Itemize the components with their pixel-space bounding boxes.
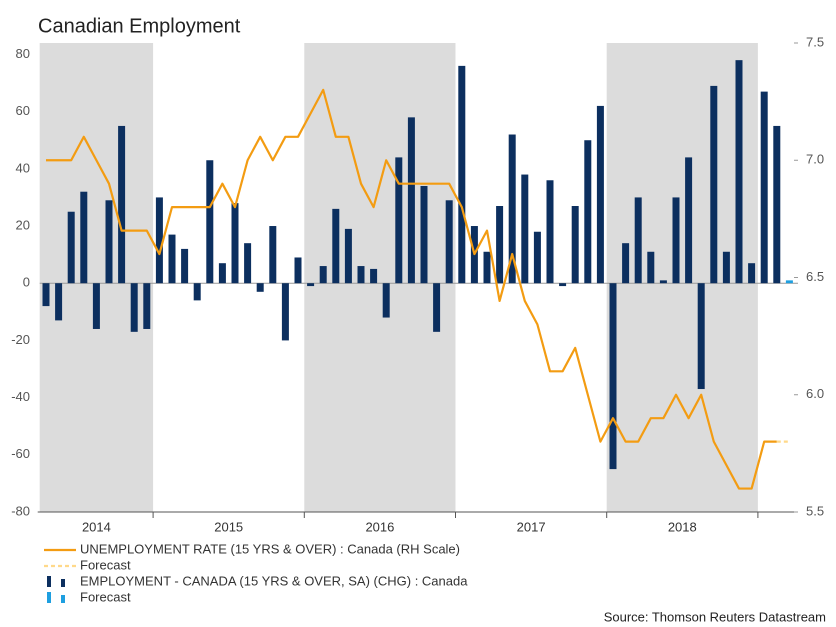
bar <box>130 283 138 332</box>
bar <box>80 191 88 284</box>
bar <box>697 283 705 390</box>
bar <box>647 251 655 284</box>
bar <box>344 228 352 284</box>
y2-tick-label: 6.0 <box>806 386 824 401</box>
legend-label: UNEMPLOYMENT RATE (15 YRS & OVER) : Cana… <box>80 541 460 556</box>
bar <box>634 197 642 284</box>
x-tick-label: 2015 <box>214 519 243 534</box>
y-tick-label: -40 <box>11 389 30 404</box>
bar <box>546 180 554 284</box>
y2-tick-label: 7.5 <box>806 34 824 49</box>
year-band <box>304 43 456 512</box>
bar <box>67 211 75 284</box>
y-tick-label: -80 <box>11 503 30 518</box>
y2-tick-label: 6.5 <box>806 269 824 284</box>
bar <box>596 105 604 284</box>
bar <box>105 200 113 284</box>
bar <box>508 134 516 284</box>
bar <box>672 197 680 284</box>
bar <box>319 266 327 284</box>
bar <box>118 125 126 284</box>
bar <box>231 203 239 284</box>
bar <box>785 280 793 284</box>
x-tick-label: 2018 <box>668 519 697 534</box>
bar <box>193 283 201 301</box>
x-tick-label: 2014 <box>82 519 111 534</box>
legend-swatch <box>47 576 51 587</box>
y-tick-label: -20 <box>11 332 30 347</box>
bar <box>382 283 390 318</box>
legend-swatch <box>61 595 65 603</box>
legend-swatch <box>61 579 65 587</box>
bar <box>168 234 176 284</box>
source: Source: Thomson Reuters Datastream <box>604 609 826 624</box>
bar <box>584 140 592 284</box>
bar <box>143 283 151 329</box>
y-tick-label: 40 <box>16 160 30 175</box>
bar <box>533 231 541 284</box>
bar <box>407 117 415 284</box>
legend-label: EMPLOYMENT - CANADA (15 YRS & OVER, SA) … <box>80 573 468 588</box>
bar <box>571 206 579 284</box>
bar <box>420 185 428 284</box>
year-band <box>39 43 154 512</box>
bar <box>659 280 667 284</box>
bar <box>622 243 630 284</box>
y2-tick-label: 5.5 <box>806 503 824 518</box>
bar <box>269 226 277 284</box>
year-band <box>606 43 758 512</box>
bar <box>433 283 441 332</box>
legend-label: Forecast <box>80 557 131 572</box>
bar <box>559 283 567 287</box>
bar <box>609 283 617 470</box>
bar <box>710 85 718 284</box>
y-tick-label: 60 <box>16 103 30 118</box>
bar <box>294 257 302 284</box>
bar <box>332 208 340 284</box>
y-tick-label: 80 <box>16 46 30 61</box>
bar <box>181 248 189 284</box>
y-tick-label: -60 <box>11 446 30 461</box>
legend-swatch <box>47 592 51 603</box>
bar <box>496 206 504 284</box>
bar <box>206 160 214 284</box>
bar <box>395 157 403 284</box>
bar <box>256 283 264 292</box>
y-tick-label: 0 <box>23 275 30 290</box>
y-tick-label: 20 <box>16 217 30 232</box>
chart-title: Canadian Employment <box>38 15 241 37</box>
bar <box>244 243 252 284</box>
bar <box>483 251 491 284</box>
bar <box>370 268 378 284</box>
bar <box>42 283 50 307</box>
bar <box>458 65 466 284</box>
bar <box>307 283 315 287</box>
legend-label: Forecast <box>80 589 131 604</box>
bar <box>218 263 226 284</box>
bar <box>748 263 756 284</box>
bar <box>92 283 100 329</box>
bar <box>735 60 743 284</box>
bar <box>773 125 781 284</box>
line <box>46 88 777 490</box>
bar <box>445 200 453 284</box>
bar <box>55 283 63 321</box>
bar <box>357 266 365 284</box>
x-tick-label: 2016 <box>365 519 394 534</box>
y2-tick-label: 7.0 <box>806 152 824 167</box>
x-tick-label: 2017 <box>517 519 546 534</box>
bar <box>521 174 529 284</box>
bar <box>760 91 768 284</box>
bar <box>281 283 289 341</box>
bar <box>685 157 693 284</box>
bar <box>722 251 730 284</box>
bar <box>155 197 163 284</box>
